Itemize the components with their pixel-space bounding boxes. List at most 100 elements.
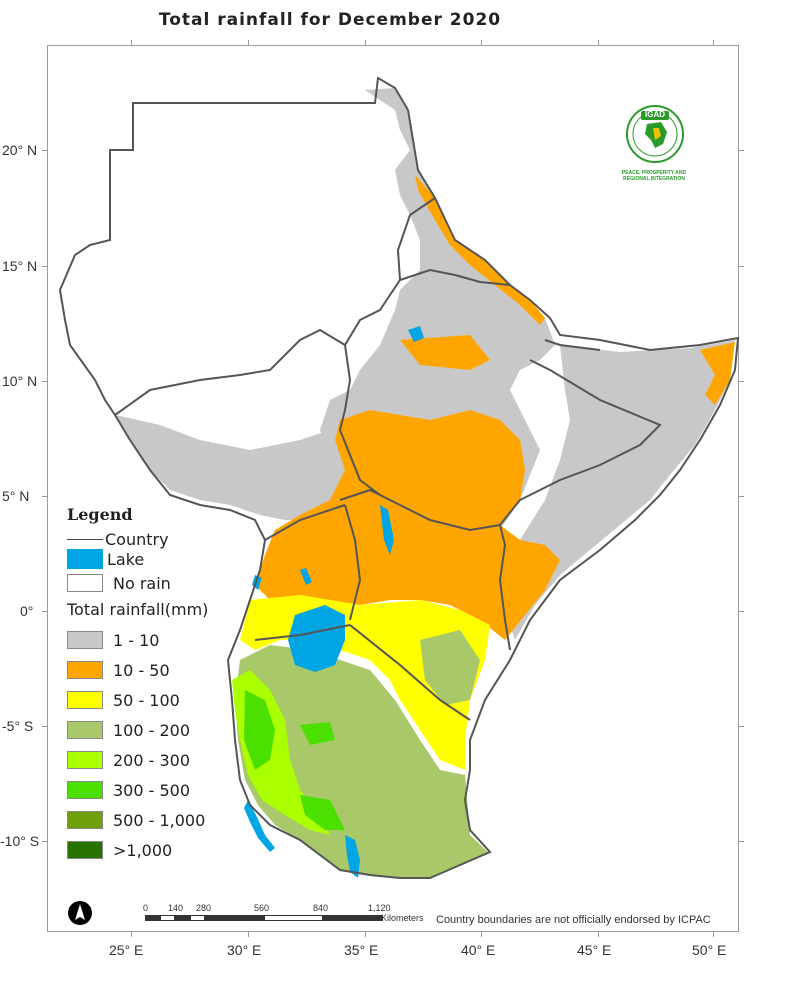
boundary-tanzania-west [254,624,351,641]
boundary-ethiopia-somalia [499,359,662,526]
lat-label-15n: 15° N [2,258,38,274]
tick-mark [739,611,744,612]
scale-tick-label: 1,120 [368,903,391,913]
country-boundaries [58,76,740,879]
legend-no-rain-label: No rain [113,573,171,593]
lat-label-10s: -10° S [0,833,40,849]
legend-class-label: 200 - 300 [113,750,191,770]
igad-logo: IGAD [615,102,695,187]
logo-caption-line1: PEACE, PROSPERITY AND [621,170,687,176]
tick-mark [739,381,744,382]
tick-mark [481,932,482,937]
scale-segment [205,915,264,921]
legend-country-label: Country [105,529,169,549]
scale-segment [175,915,190,921]
tick-mark [42,726,47,727]
scale-unit: Kilometers [381,913,424,923]
lon-label-25e: 25° E [109,942,144,958]
class-swatch [67,841,103,859]
scale-tick-label: 280 [196,903,212,913]
legend-class-label: 300 - 500 [113,780,191,800]
igad-emblem-icon [626,105,684,163]
scale-segment [160,915,175,921]
lake-tana [408,326,424,342]
tick-mark [739,726,744,727]
legend-country-row: Country [67,529,267,549]
logo-caption: PEACE, PROSPERITY AND REGIONAL INTEGRATI… [612,170,696,182]
legend-class-row: 1 - 10 [67,625,267,655]
tick-mark [42,266,47,267]
lat-label-0: 0° [20,603,34,619]
tick-mark [365,932,366,937]
zone-10-50-patch [400,335,490,370]
lon-label-35e: 35° E [344,942,379,958]
legend-class-row: 200 - 300 [67,745,267,775]
legend-class-label: >1,000 [113,840,173,860]
legend-class-label: 10 - 50 [113,660,170,680]
tick-mark [739,496,744,497]
tick-mark [42,496,47,497]
legend-class-label: 100 - 200 [113,720,191,740]
boundary-outline [58,76,740,879]
north-arrow-icon [68,901,92,925]
logo-caption-line2: REGIONAL INTEGRATION [623,176,685,182]
legend-heading: Legend [67,505,133,524]
scale-segment [145,915,160,921]
tick-mark [248,932,249,937]
legend: Legend Country Lake No rain Total rainfa… [67,505,267,865]
scale-segment [264,915,323,921]
tick-mark [131,932,132,937]
tick-mark [248,40,249,45]
class-swatch [67,781,103,799]
tick-mark [739,266,744,267]
class-swatch [67,631,103,649]
boundary-sudan-ethiopia [344,268,511,346]
lake-turkana [380,505,394,555]
tick-mark [42,381,47,382]
boundary-kenya-tanzania [349,624,471,721]
boundary-somaliland [544,339,601,351]
lake-tanganyika [244,800,275,852]
tick-mark [739,150,744,151]
tick-mark [739,841,744,842]
scale-tick-label: 560 [254,903,270,913]
class-swatch [67,721,103,739]
zone-100-200-east [420,630,480,705]
tick-mark [131,40,132,45]
lat-label-5n: 5° N [2,488,30,504]
tick-mark [365,40,366,45]
zone-1-10-west [115,415,360,520]
scale-tick-label: 840 [313,903,329,913]
class-swatch [67,811,103,829]
class-swatch [67,751,103,769]
no-rain-swatch [67,574,103,592]
zone-1-10-horn [505,340,735,640]
map-frame [47,45,739,932]
tick-mark [42,611,47,612]
scale-tick-label: 0 [143,903,149,913]
legend-class-label: 50 - 100 [113,690,180,710]
legend-class-label: 500 - 1,000 [113,810,206,830]
class-swatch [67,661,103,679]
lake-swatch [67,549,103,569]
zone-300-500-b [300,722,335,745]
zone-10-50-horn [700,342,735,405]
tick-mark [713,932,714,937]
lake-victoria [288,605,345,672]
boundary-eritrea [396,197,436,281]
legend-rain-title: Total rainfall(mm) [67,600,209,619]
legend-lake-row: Lake [67,548,267,570]
lat-label-20n: 20° N [2,142,38,158]
boundary-uganda [264,504,346,541]
legend-lake-label: Lake [107,549,145,569]
zone-300-500 [244,690,275,770]
scale-segment [190,915,205,921]
boundary-south-sudan-kenya [339,488,511,651]
lat-label-10n: 10° N [2,373,38,389]
lon-label-50e: 50° E [692,942,727,958]
legend-class-row: 50 - 100 [67,685,267,715]
disclaimer-note: Country boundaries are not officially en… [436,914,711,926]
zone-300-500-c [300,795,345,830]
zone-10-50-belt [255,410,560,640]
